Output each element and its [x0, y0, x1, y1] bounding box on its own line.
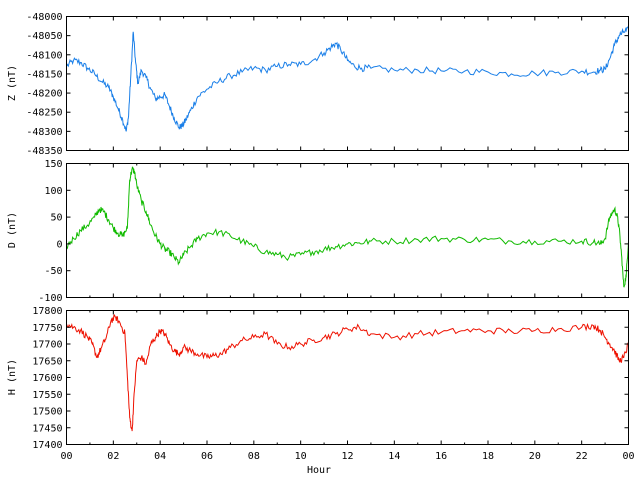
y-tick-label: 100 [44, 186, 62, 197]
y-tick-label: -48050 [26, 31, 62, 42]
y-tick-label: 17400 [32, 440, 62, 451]
y-tick-label: 17550 [32, 390, 62, 401]
y-tick-label: -48250 [26, 108, 62, 119]
x-tick-label: 06 [201, 451, 213, 462]
x-tick-label: 00 [60, 451, 72, 462]
x-tick-label: 14 [388, 451, 400, 462]
y-tick-label: -48100 [26, 50, 62, 61]
y-tick-label: -48200 [26, 89, 62, 100]
y-tick-label: -48150 [26, 69, 62, 80]
panel-d-lines [66, 166, 629, 288]
y-tick-label: 17600 [32, 373, 62, 384]
x-tick-label: 12 [341, 451, 353, 462]
panel-h-y-axis-label: H (nT) [7, 359, 18, 395]
panel-z-lines [66, 26, 629, 132]
panel-d-y-tick-labels: 150 100 50 0 -50 -100 [38, 159, 62, 304]
panel-h-y-tick-labels: 17800 17750 17700 17650 17600 17550 17500 17450… [32, 306, 62, 451]
y-tick-label: 17750 [32, 323, 62, 334]
y-tick-label: 17800 [32, 306, 62, 317]
x-tick-label: 18 [482, 451, 494, 462]
panel-z: -48000 -48050 -48100 -48150 -48200 -48250 -483… [7, 12, 629, 157]
panel-d-ticks [66, 163, 629, 298]
x-tick-label: 02 [107, 451, 119, 462]
panel-z-ticks [66, 16, 629, 151]
panel-z-y-axis-label: Z (nT) [7, 65, 18, 101]
x-tick-label: 10 [295, 451, 307, 462]
y-tick-label: 50 [50, 213, 62, 224]
y-tick-label: 17650 [32, 356, 62, 367]
panel-h-ticks [66, 310, 629, 445]
x-tick-label: 08 [248, 451, 260, 462]
y-tick-label: -100 [38, 293, 62, 304]
series-line-h [66, 314, 629, 432]
panel-d-y-axis-label: D (nT) [7, 212, 18, 248]
x-tick-label: 20 [529, 451, 541, 462]
panel-d-frame [66, 163, 629, 298]
x-tick-label: 22 [576, 451, 588, 462]
y-tick-label: 17700 [32, 340, 62, 351]
x-tick-label: 04 [154, 451, 166, 462]
panel-z-frame [66, 16, 629, 151]
panel-h: 17800 17750 17700 17650 17600 17550 17500 17450… [7, 306, 629, 451]
panel-z-y-tick-labels: -48000 -48050 -48100 -48150 -48200 -48250 -483… [26, 12, 62, 157]
panel-h-lines [66, 314, 629, 432]
y-tick-label: -48300 [26, 127, 62, 138]
x-tick-label: 16 [435, 451, 447, 462]
y-tick-label: 17450 [32, 423, 62, 434]
series-line-d [66, 166, 629, 288]
y-tick-label: 17500 [32, 407, 62, 418]
x-axis-label: Hour [307, 465, 331, 476]
panel-d: 150 100 50 0 -50 -100 D (nT) [7, 159, 629, 304]
x-tick-label: 00 [622, 451, 634, 462]
y-tick-label: -50 [44, 266, 62, 277]
x-tick-labels: 00 02 04 06 08 10 12 14 16 18 20 22 00 [60, 451, 634, 462]
y-tick-label: 150 [44, 159, 62, 170]
y-tick-label: -48000 [26, 12, 62, 23]
y-tick-label: 0 [56, 239, 62, 250]
series-line-z [66, 26, 629, 132]
y-tick-label: -48350 [26, 146, 62, 157]
panel-h-frame [66, 310, 629, 445]
